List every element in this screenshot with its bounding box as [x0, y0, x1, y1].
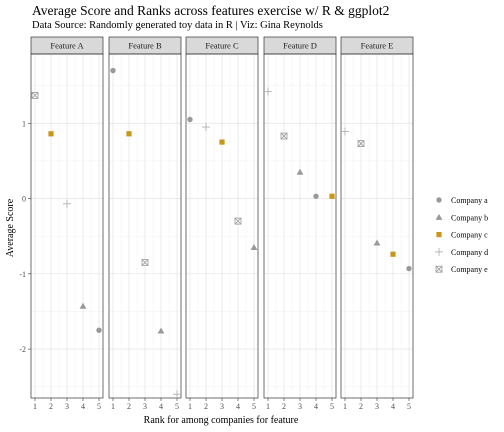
x-tick-label: 3 — [375, 402, 379, 411]
x-tick-label: 5 — [330, 402, 334, 411]
facet-strip-label: Feature A — [50, 41, 84, 51]
chart-title: Average Score and Ranks across features … — [32, 3, 390, 18]
x-tick-label: 1 — [33, 402, 37, 411]
legend-label: Company d — [451, 248, 488, 257]
series-company-a — [96, 67, 412, 333]
y-tick-label: -2 — [19, 345, 26, 354]
legend-label: Company a — [451, 196, 488, 205]
x-tick-label: 5 — [97, 402, 101, 411]
legend-label: Company c — [451, 231, 488, 240]
data-point-company-b — [157, 327, 165, 334]
legend-item: Company e — [435, 265, 488, 274]
data-point-company-a — [313, 193, 319, 199]
panel-border — [30, 53, 104, 399]
series-company-b — [79, 168, 381, 334]
data-point-company-c — [329, 193, 335, 199]
legend-key-company-a — [436, 197, 442, 203]
panel-feature-b: Feature B 1 2 3 4 5 — [108, 36, 182, 411]
y-tick-label: -1 — [19, 270, 26, 279]
panel-border — [185, 53, 259, 399]
data-point-company-e — [141, 259, 149, 266]
data-point-company-d — [341, 127, 349, 136]
legend-item: Company a — [436, 196, 488, 205]
panel-feature-e: Feature E 1 2 3 4 5 — [340, 36, 414, 411]
data-point-company-c — [390, 251, 396, 257]
y-tick-label: 1 — [22, 119, 26, 128]
x-axis-title: Rank for among companies for feature — [144, 415, 299, 426]
x-tick-label: 2 — [359, 402, 363, 411]
panels: Feature A 1 2 3 4 5 Feature B 1 2 3 4 5 Feature C 1 2 3… — [30, 36, 414, 411]
legend-label: Company e — [451, 265, 488, 274]
data-point-company-b — [250, 244, 258, 251]
legend-item: Company d — [435, 247, 488, 257]
panel-border — [340, 53, 414, 399]
x-tick-label: 2 — [127, 402, 131, 411]
legend-key-company-d — [435, 247, 443, 256]
legend: Company a Company b Company c Company d Comp… — [435, 196, 488, 274]
data-point-company-e — [31, 92, 39, 99]
x-tick-label: 5 — [252, 402, 256, 411]
y-axis: -2 -1 0 1 — [19, 119, 31, 354]
x-tick-label: 4 — [391, 402, 395, 411]
data-point-company-a — [187, 116, 193, 123]
x-tick-label: 3 — [65, 402, 69, 411]
chart-subtitle: Data Source: Randomly generated toy data… — [32, 20, 323, 31]
data-point-company-d — [264, 87, 272, 96]
data-point-company-b — [373, 239, 381, 246]
x-tick-label: 4 — [159, 402, 163, 411]
data-point-company-b — [296, 168, 304, 175]
data-point-company-c — [126, 131, 132, 137]
data-point-company-d — [202, 123, 210, 132]
x-tick-label: 1 — [343, 402, 347, 411]
x-tick-label: 2 — [282, 402, 286, 411]
x-tick-label: 4 — [81, 402, 85, 411]
data-point-company-a — [96, 327, 102, 333]
data-point-company-b — [79, 302, 87, 309]
panel-feature-a: Feature A 1 2 3 4 5 — [30, 36, 104, 411]
x-tick-label: 3 — [220, 402, 224, 411]
x-tick-label: 4 — [314, 402, 318, 411]
facet-strip-label: Feature E — [361, 41, 394, 51]
legend-item: Company b — [435, 213, 488, 222]
x-tick-label: 5 — [407, 402, 411, 411]
legend-item: Company c — [436, 231, 488, 240]
data-point-company-c — [219, 139, 225, 145]
x-tick-label: 3 — [298, 402, 302, 411]
facet-strip-label: Feature D — [283, 41, 317, 51]
series-company-e — [31, 92, 365, 266]
data-point-company-a — [110, 67, 116, 74]
x-tick-label: 2 — [204, 402, 208, 411]
x-tick-label: 1 — [266, 402, 270, 411]
y-axis-title: Average Score — [5, 198, 16, 257]
x-tick-label: 4 — [236, 402, 240, 411]
series-company-d — [63, 87, 349, 399]
panel-border — [263, 53, 337, 399]
data-point-company-c — [48, 131, 54, 137]
data-point-company-d — [63, 199, 71, 208]
panel-feature-d: Feature D 1 2 3 4 5 — [263, 36, 337, 411]
legend-key-company-c — [436, 232, 442, 238]
legend-label: Company b — [451, 213, 488, 222]
panel-feature-c: Feature C 1 2 3 4 5 — [185, 36, 259, 411]
legend-key-company-e — [435, 265, 443, 273]
x-tick-label: 5 — [175, 402, 179, 411]
facet-strip-label: Feature C — [205, 41, 239, 51]
x-tick-label: 1 — [111, 402, 115, 411]
data-point-company-a — [406, 265, 412, 272]
series-company-c — [48, 131, 396, 257]
data-point-company-d — [173, 390, 181, 399]
x-tick-label: 1 — [188, 402, 192, 411]
data-point-company-e — [234, 217, 242, 225]
y-tick-label: 0 — [22, 195, 26, 204]
facet-strip-label: Feature B — [128, 41, 162, 51]
x-tick-label: 3 — [143, 402, 147, 411]
legend-key-company-b — [435, 213, 443, 220]
panel-border — [108, 53, 182, 399]
x-tick-label: 2 — [49, 402, 53, 411]
data-point-company-e — [280, 132, 288, 140]
data-point-company-e — [357, 140, 365, 147]
